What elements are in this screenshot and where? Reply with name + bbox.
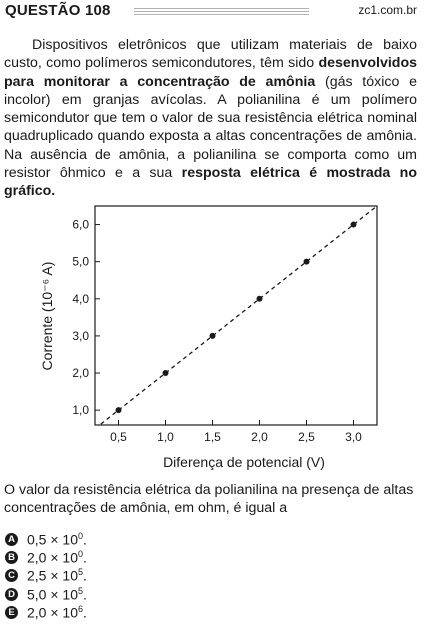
answer-options: A 0,5 × 100. B 2,0 × 100. C 2,5 × 105. D 5,0 × … [5,530,305,621]
y-tick-label: 2,0 [72,366,89,380]
option-letter-badge: B [5,550,18,564]
data-point [303,258,310,265]
question-prompt: O valor da resistência elétrica da polia… [4,482,414,517]
option-a[interactable]: A 0,5 × 100. [5,530,305,548]
x-axis-label: Diferença de potencial (V) [163,454,325,470]
option-base: 2,0 × 10 [27,549,78,566]
option-base: 0,5 × 10 [27,531,78,548]
data-point [256,295,263,302]
plot-frame [94,205,378,426]
option-exponent: 5 [78,585,84,596]
question-header: QUESTÃO 108 zc1.com.br [5,2,421,22]
y-tick-label: 6,0 [72,218,89,232]
x-tick-label: 2,5 [298,430,315,444]
x-tick-label: 1,0 [157,430,174,444]
fit-line [98,206,377,425]
option-letter-badge: A [5,532,18,546]
option-letter-badge: D [5,587,18,601]
y-tick-label: 1,0 [72,403,89,417]
x-tick-label: 0,5 [110,430,127,444]
x-tick-label: 2,0 [251,430,268,444]
data-point [209,332,216,339]
iv-chart: 0,5 1,0 1,5 2,0 2,5 3,0 1,0 2,0 3,0 4,0 5,0 6,0 Dif… [0,200,427,475]
option-text: 2,0 × 106. [27,604,87,621]
statement-text-1: Dispositivos eletrônicos que utilizam ma… [4,37,417,72]
data-point [350,221,357,228]
option-letter-badge: E [5,605,18,619]
data-point [162,370,169,377]
option-text: 2,0 × 100. [27,549,87,566]
x-tick-label: 1,5 [204,430,221,444]
option-e[interactable]: E 2,0 × 106. [5,603,305,621]
data-point [115,407,122,414]
x-tick-label: 3,0 [345,430,362,444]
question-number: QUESTÃO 108 [5,2,111,19]
option-d[interactable]: D 5,0 × 105. [5,585,305,603]
y-axis-label: Corrente (10⁻⁶ A) [39,262,55,371]
option-exponent: 5 [78,567,84,578]
option-b[interactable]: B 2,0 × 100. [5,548,305,566]
y-tick-label: 5,0 [72,255,89,269]
question-statement: Dispositivos eletrônicos que utilizam ma… [4,36,417,201]
option-text: 5,0 × 105. [27,585,87,603]
option-exponent: 0 [78,530,84,541]
chart-svg: 0,5 1,0 1,5 2,0 2,5 3,0 1,0 2,0 3,0 4,0 5,0 6,0 Dif… [39,205,378,470]
option-text: 0,5 × 100. [27,530,87,548]
header-stripes-decoration [134,8,309,17]
option-exponent: 6 [78,604,84,614]
statement-bold-2: resposta elétrica é mostrada no gráfico. [4,165,417,200]
option-base: 2,0 × 10 [27,604,78,621]
option-letter-badge: C [5,569,18,583]
y-tick-label: 4,0 [72,292,89,306]
option-base: 5,0 × 10 [27,586,78,603]
option-exponent: 0 [78,549,84,560]
option-c[interactable]: C 2,5 × 105. [5,567,305,585]
option-text: 2,5 × 105. [27,567,87,585]
source-site: zc1.com.br [358,3,417,17]
option-base: 2,5 × 10 [27,568,78,585]
y-tick-label: 3,0 [72,329,89,343]
statement-text-2: (gás tóxico e incolor) em granjas avícol… [4,73,417,182]
statement-bold-1: desenvolvidos para monitorar a concentra… [4,55,417,90]
